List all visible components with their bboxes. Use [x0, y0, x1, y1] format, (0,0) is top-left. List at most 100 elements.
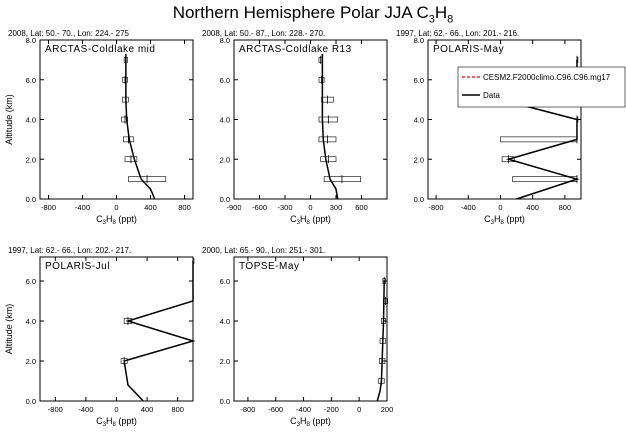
x-axis-label: C3H8 (ppt) [290, 416, 331, 428]
subscript: 8 [306, 220, 310, 226]
y-tick-label: 6.0 [26, 277, 36, 286]
label-part: (ppt) [116, 214, 137, 224]
x-tick-label: 0 [308, 203, 312, 212]
subscript: 8 [306, 422, 310, 428]
x-tick-label: 400 [141, 405, 154, 414]
campaign-label: POLARIS-Jul [45, 261, 110, 272]
label-part: H [300, 214, 307, 224]
y-tick-label: 4.0 [26, 317, 36, 326]
plot-frame [233, 39, 388, 200]
obs-box [323, 176, 361, 182]
label-part: (ppt) [116, 416, 137, 426]
x-tick-label: -800 [41, 203, 56, 212]
plot-frame [39, 39, 194, 200]
x-tick-label: 800 [178, 203, 191, 212]
y-tick-label: 2.0 [220, 155, 230, 164]
x-axis-label: C3H8 (ppt) [96, 214, 137, 226]
subscript: 8 [112, 220, 116, 226]
subscript: 3 [297, 422, 301, 428]
y-tick-label: 0.0 [26, 195, 36, 204]
campaign-label: POLARIS-May [433, 44, 504, 55]
x-tick-label: -400 [296, 405, 311, 414]
x-tick-label: -800 [240, 405, 255, 414]
subscript: 3 [103, 422, 107, 428]
x-tick-label: 400 [526, 203, 539, 212]
y-tick-label: 0.0 [220, 195, 230, 204]
y-tick-label: 6.0 [220, 277, 230, 286]
obs-box [121, 116, 128, 123]
label-part: H [106, 416, 113, 426]
label-part: (ppt) [504, 214, 525, 224]
label-part: H [494, 214, 501, 224]
subscript: 8 [500, 220, 504, 226]
label-part: H [300, 416, 307, 426]
obs-box [512, 176, 578, 182]
x-tick-label: 600 [355, 203, 368, 212]
y-tick-label: 0.0 [26, 397, 36, 406]
y-tick-label: 4.0 [220, 116, 230, 125]
plot-frame [427, 39, 582, 200]
x-axis-label: C3H8 (ppt) [484, 214, 525, 226]
x-tick-label: -300 [277, 203, 292, 212]
chart-panel-1: 2008, Lat: 50.- 70., Lon: 224.- 275 0.0 2.… [4, 29, 194, 226]
x-tick-label: 0 [498, 203, 502, 212]
y-tick-label: 0.0 [414, 195, 424, 204]
label-part: (ppt) [310, 416, 331, 426]
y-tick-label: 8.0 [414, 36, 424, 45]
x-tick-label: -600 [252, 203, 267, 212]
x-tick-label: -400 [461, 203, 476, 212]
figure-title: Northern Hemisphere Polar JJA C3H8 [172, 3, 454, 26]
panel-header: 2008, Lat: 50.- 70., Lon: 224.- 275 [8, 29, 130, 38]
plot-frame [233, 256, 388, 402]
profile-line [376, 280, 385, 402]
x-axis-label: C3H8 (ppt) [290, 214, 331, 226]
y-axis-label: Altitude (km) [4, 304, 14, 355]
legend-label-model: CESM2.F2000climo.C96.C96.mg17 [483, 73, 611, 82]
y-tick-label: 0.0 [220, 397, 230, 406]
x-tick-label: -400 [75, 203, 90, 212]
x-tick-label: -400 [78, 405, 93, 414]
legend-box [457, 66, 626, 108]
x-tick-label: 200 [381, 405, 394, 414]
obs-box [500, 136, 578, 143]
y-axis-label: Altitude (km) [4, 94, 14, 145]
label-part: C [290, 214, 297, 224]
y-tick-label: 4.0 [220, 317, 230, 326]
x-tick-label: 0 [357, 405, 361, 414]
x-tick-label: 300 [330, 203, 343, 212]
x-tick-label: 800 [559, 203, 572, 212]
campaign-label: ARCTAS-Coldlake mid [45, 44, 155, 55]
label-part: (ppt) [310, 214, 331, 224]
plot-frame [39, 256, 194, 402]
y-tick-label: 8.0 [26, 36, 36, 45]
chart-panel-4: 1997, Lat: 62.- 66., Lon: 202.- 217. 0.0 2… [4, 246, 196, 428]
subscript: 3 [491, 220, 495, 226]
y-tick-label: 2.0 [26, 357, 36, 366]
panel-header: 1997, Lat: 62.- 66., Lon: 202.- 217. [8, 246, 131, 255]
obs-box [501, 156, 515, 163]
subscript: 3 [103, 220, 107, 226]
y-tick-label: 4.0 [414, 116, 424, 125]
label-part: C [96, 214, 103, 224]
x-axis-label: C3H8 (ppt) [96, 416, 137, 428]
x-tick-label: 400 [144, 203, 157, 212]
x-tick-label: -800 [429, 203, 444, 212]
panel-header: 2000, Lat: 65.- 90., Lon: 251.- 301. [202, 246, 325, 255]
profile-line [321, 53, 339, 200]
x-tick-label: -600 [268, 405, 283, 414]
subscript: 3 [297, 220, 301, 226]
y-tick-label: 6.0 [26, 76, 36, 85]
panel-header: 2008, Lat: 50.- 87., Lon: 228.- 270. [202, 29, 325, 38]
x-tick-label: 0 [114, 405, 118, 414]
campaign-label: TOPSE-May [239, 261, 299, 272]
y-tick-label: 2.0 [220, 357, 230, 366]
label-part: C [290, 416, 297, 426]
y-tick-label: 2.0 [26, 155, 36, 164]
campaign-label: ARCTAS-Coldlake R13 [239, 44, 352, 55]
label-part: H [106, 214, 113, 224]
profile-line [125, 53, 156, 200]
label-part: C [96, 416, 103, 426]
chart-panel-3: 1997, Lat: 62.- 66., Lon: 201.- 216. 0.0 2… [396, 29, 626, 226]
subscript: 8 [112, 422, 116, 428]
